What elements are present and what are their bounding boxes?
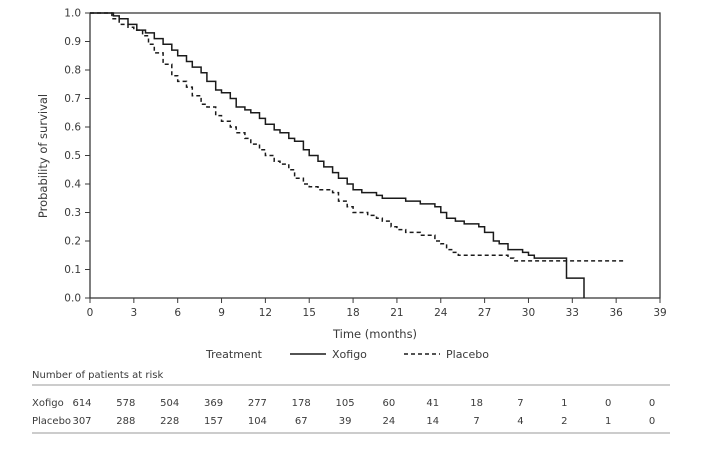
risk-cell-xofigo: 41 [426, 398, 439, 409]
y-axis-ticks: 0.0 0.1 0.2 0.3 0.4 0.5 0.6 0.7 0.8 0.9 1.0 [64, 8, 90, 305]
x-tick-label: 15 [303, 307, 316, 319]
x-tick-label: 21 [390, 307, 403, 319]
legend-title: Treatment [205, 348, 263, 361]
risk-row-label-placebo: Placebo [32, 416, 71, 427]
x-tick-label: 24 [434, 307, 448, 319]
risk-cell-placebo: 4 [517, 416, 523, 427]
x-tick-label: 39 [653, 307, 666, 319]
x-tick-label: 0 [87, 307, 94, 319]
risk-cell-xofigo: 60 [383, 398, 396, 409]
risk-cell-placebo: 24 [383, 416, 396, 427]
risk-cell-xofigo: 504 [160, 398, 179, 409]
x-axis-title: Time (months) [332, 327, 417, 341]
series-line-xofigo [90, 12, 585, 298]
risk-cell-placebo: 104 [248, 416, 267, 427]
y-tick-label: 0.5 [64, 150, 81, 162]
y-tick-label: 0.1 [64, 264, 81, 276]
y-tick-label: 0.6 [64, 122, 81, 134]
x-tick-label: 18 [346, 307, 359, 319]
risk-cell-placebo: 288 [116, 416, 135, 427]
risk-cell-placebo: 2 [561, 416, 567, 427]
survival-curves [90, 12, 624, 298]
risk-cell-placebo: 1 [605, 416, 611, 427]
risk-cell-placebo: 228 [160, 416, 179, 427]
risk-cell-xofigo: 277 [248, 398, 267, 409]
risk-cell-xofigo: 0 [649, 398, 655, 409]
risk-cell-xofigo: 1 [561, 398, 567, 409]
y-tick-label: 0.7 [64, 93, 81, 105]
x-tick-label: 36 [609, 307, 623, 319]
risk-cell-xofigo: 369 [204, 398, 223, 409]
risk-cell-placebo: 14 [426, 416, 439, 427]
x-tick-label: 27 [478, 307, 491, 319]
risk-cell-placebo: 7 [473, 416, 479, 427]
x-tick-label: 3 [131, 307, 138, 319]
y-tick-label: 0.2 [64, 236, 81, 248]
risk-cell-placebo: 39 [339, 416, 352, 427]
legend-label-xofigo: Xofigo [332, 348, 367, 361]
y-tick-label: 0.9 [64, 36, 81, 48]
risk-row-label-xofigo: Xofigo [32, 398, 64, 409]
risk-cell-xofigo: 178 [292, 398, 311, 409]
risk-cell-xofigo: 7 [517, 398, 523, 409]
series-line-placebo [90, 12, 624, 262]
y-tick-label: 0.4 [64, 179, 81, 191]
x-tick-label: 9 [218, 307, 225, 319]
y-tick-label: 0.3 [64, 207, 81, 219]
legend-label-placebo: Placebo [446, 348, 489, 361]
y-tick-label: 0.0 [64, 293, 81, 305]
risk-cell-xofigo: 105 [336, 398, 355, 409]
x-tick-label: 12 [259, 307, 272, 319]
risk-cell-xofigo: 0 [605, 398, 611, 409]
x-tick-label: 33 [566, 307, 579, 319]
legend: Treatment Xofigo Placebo [205, 348, 489, 361]
risk-cell-placebo: 157 [204, 416, 223, 427]
x-tick-label: 30 [522, 307, 535, 319]
plot-frame [89, 12, 661, 299]
risk-table: Number of patients at risk Xofigo Placeb… [32, 370, 670, 434]
risk-cell-xofigo: 578 [116, 398, 135, 409]
risk-cell-placebo: 67 [295, 416, 308, 427]
x-tick-label: 6 [174, 307, 181, 319]
x-axis-ticks: 0 3 6 9 12 15 18 21 24 27 30 33 36 39 [87, 298, 667, 319]
y-axis-title: Probability of survival [36, 94, 50, 218]
risk-table-title: Number of patients at risk [32, 370, 163, 381]
risk-cell-xofigo: 614 [72, 398, 91, 409]
risk-cell-placebo: 307 [72, 416, 91, 427]
y-tick-label: 0.8 [64, 65, 81, 77]
y-tick-label: 1.0 [64, 8, 81, 20]
risk-cell-xofigo: 18 [470, 398, 483, 409]
risk-cell-placebo: 0 [649, 416, 655, 427]
